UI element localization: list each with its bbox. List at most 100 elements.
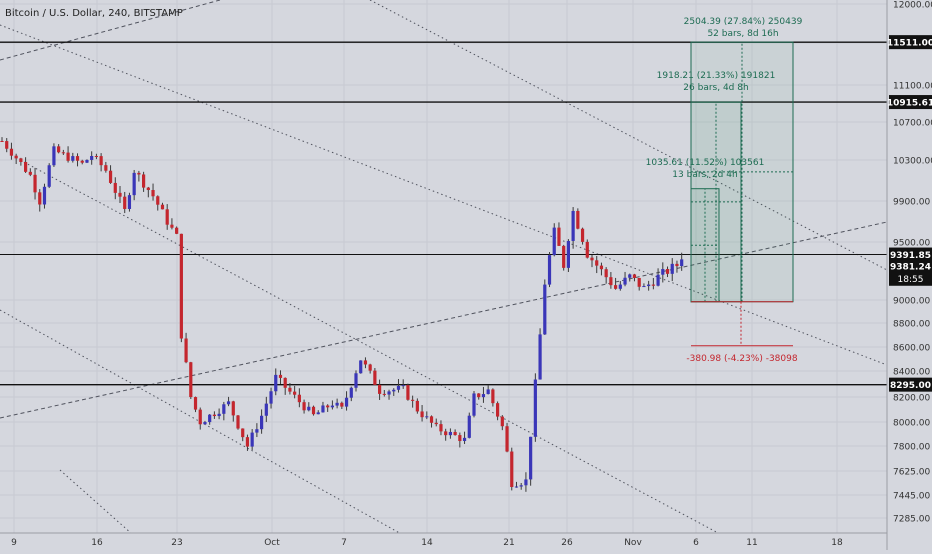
candle-body: [184, 338, 188, 363]
candle-body: [462, 437, 467, 442]
loss-label: -380.98 (-4.23%) -38098: [686, 354, 797, 364]
candle-body: [425, 416, 429, 418]
x-tick-label: 23: [171, 538, 182, 548]
candle-body: [269, 391, 273, 404]
candle-body: [24, 161, 28, 172]
candle-body: [665, 269, 670, 274]
candle-body: [123, 196, 127, 209]
x-tick-label: 18: [831, 538, 843, 548]
candle-body: [175, 227, 179, 234]
candle-body: [547, 255, 552, 285]
candle-body: [429, 416, 434, 423]
trend-line[interactable]: [369, 0, 888, 271]
candle-body: [477, 393, 481, 398]
candle-body: [623, 277, 627, 285]
candle-body: [543, 284, 547, 335]
candle-body: [236, 415, 240, 429]
y-tick-label: 11100.00: [893, 82, 932, 92]
candle-body: [113, 182, 117, 193]
candle-body: [208, 414, 212, 423]
candle-body: [0, 141, 4, 142]
candle-body: [57, 146, 61, 153]
candle-body: [335, 402, 339, 406]
measure-label: 1035.61 (11.52%) 103561: [646, 158, 765, 168]
candle-body: [552, 227, 556, 256]
candle-body: [108, 170, 113, 183]
candle-body: [439, 424, 443, 432]
candle-body: [90, 156, 94, 160]
candle-body: [66, 152, 70, 161]
candle-body: [340, 402, 344, 407]
trend-line[interactable]: [0, 309, 431, 551]
candle-body: [632, 274, 637, 278]
candle-body: [680, 259, 684, 267]
level-price-tag[interactable]: [889, 95, 932, 110]
candle-body: [453, 431, 457, 436]
candle-body: [33, 174, 37, 193]
candle-body: [9, 148, 14, 156]
candle-body: [628, 274, 632, 278]
candle-body: [260, 415, 264, 430]
level-price-tag-label: 11511.00: [887, 39, 932, 49]
candle-body: [378, 384, 382, 394]
y-tick-label: 8800.00: [893, 320, 930, 330]
trend-line[interactable]: [0, 24, 888, 366]
candle-body: [94, 156, 98, 158]
candle-body: [52, 146, 56, 166]
candle-body: [283, 377, 287, 388]
candle-body: [538, 334, 542, 380]
level-price-tag[interactable]: [889, 247, 932, 262]
candle-body: [42, 186, 47, 205]
measure-label: 1918.21 (21.33%) 191821: [657, 71, 776, 81]
candle-body: [146, 187, 150, 191]
candle-body: [486, 389, 490, 395]
candle-body: [156, 196, 160, 205]
candle-body: [137, 172, 141, 175]
candle-body: [448, 431, 452, 436]
level-price-tag[interactable]: [889, 377, 932, 392]
candle-body: [127, 195, 132, 209]
candle-body: [170, 224, 174, 228]
candle-body: [198, 409, 202, 425]
candle-body: [245, 437, 250, 447]
y-tick-label: 8400.00: [893, 368, 930, 378]
measure-sublabel: 13 bars, 2d 4h: [672, 170, 737, 180]
candle-body: [566, 240, 570, 268]
x-tick-label: 9: [11, 538, 17, 548]
x-tick-label: 26: [561, 538, 573, 548]
candle-body: [316, 412, 320, 415]
candle-body: [99, 156, 103, 166]
candle-body: [326, 405, 330, 408]
candle-body: [382, 393, 386, 395]
candle-body: [571, 210, 575, 241]
candle-body: [562, 245, 566, 268]
x-tick-label: 14: [421, 538, 433, 548]
trend-line[interactable]: [0, 0, 221, 61]
level-price-tag[interactable]: [889, 35, 932, 50]
candle-body: [226, 401, 231, 405]
current-price-tag[interactable]: [889, 258, 932, 286]
candle-body: [472, 393, 476, 416]
x-axis-panel[interactable]: [0, 533, 887, 550]
candle-body: [28, 171, 32, 175]
candle-body: [647, 284, 651, 287]
x-tick-label: 21: [503, 538, 514, 548]
candle-body: [274, 374, 278, 392]
x-tick-label: 7: [341, 538, 347, 548]
x-tick-label: 6: [693, 538, 699, 548]
candle-body: [557, 227, 561, 246]
candle-body: [670, 263, 674, 274]
candle-body: [411, 399, 415, 401]
candle-body: [118, 192, 122, 197]
trend-line[interactable]: [19, 159, 751, 551]
candle-body: [193, 397, 198, 410]
candle-body: [231, 401, 235, 416]
candle-body: [311, 406, 316, 415]
level-price-tag-label: 8295.00: [890, 381, 931, 391]
candle-body: [599, 265, 604, 270]
candle-body: [519, 485, 523, 487]
x-tick-label: Oct: [264, 538, 280, 548]
candle-body: [576, 210, 580, 229]
